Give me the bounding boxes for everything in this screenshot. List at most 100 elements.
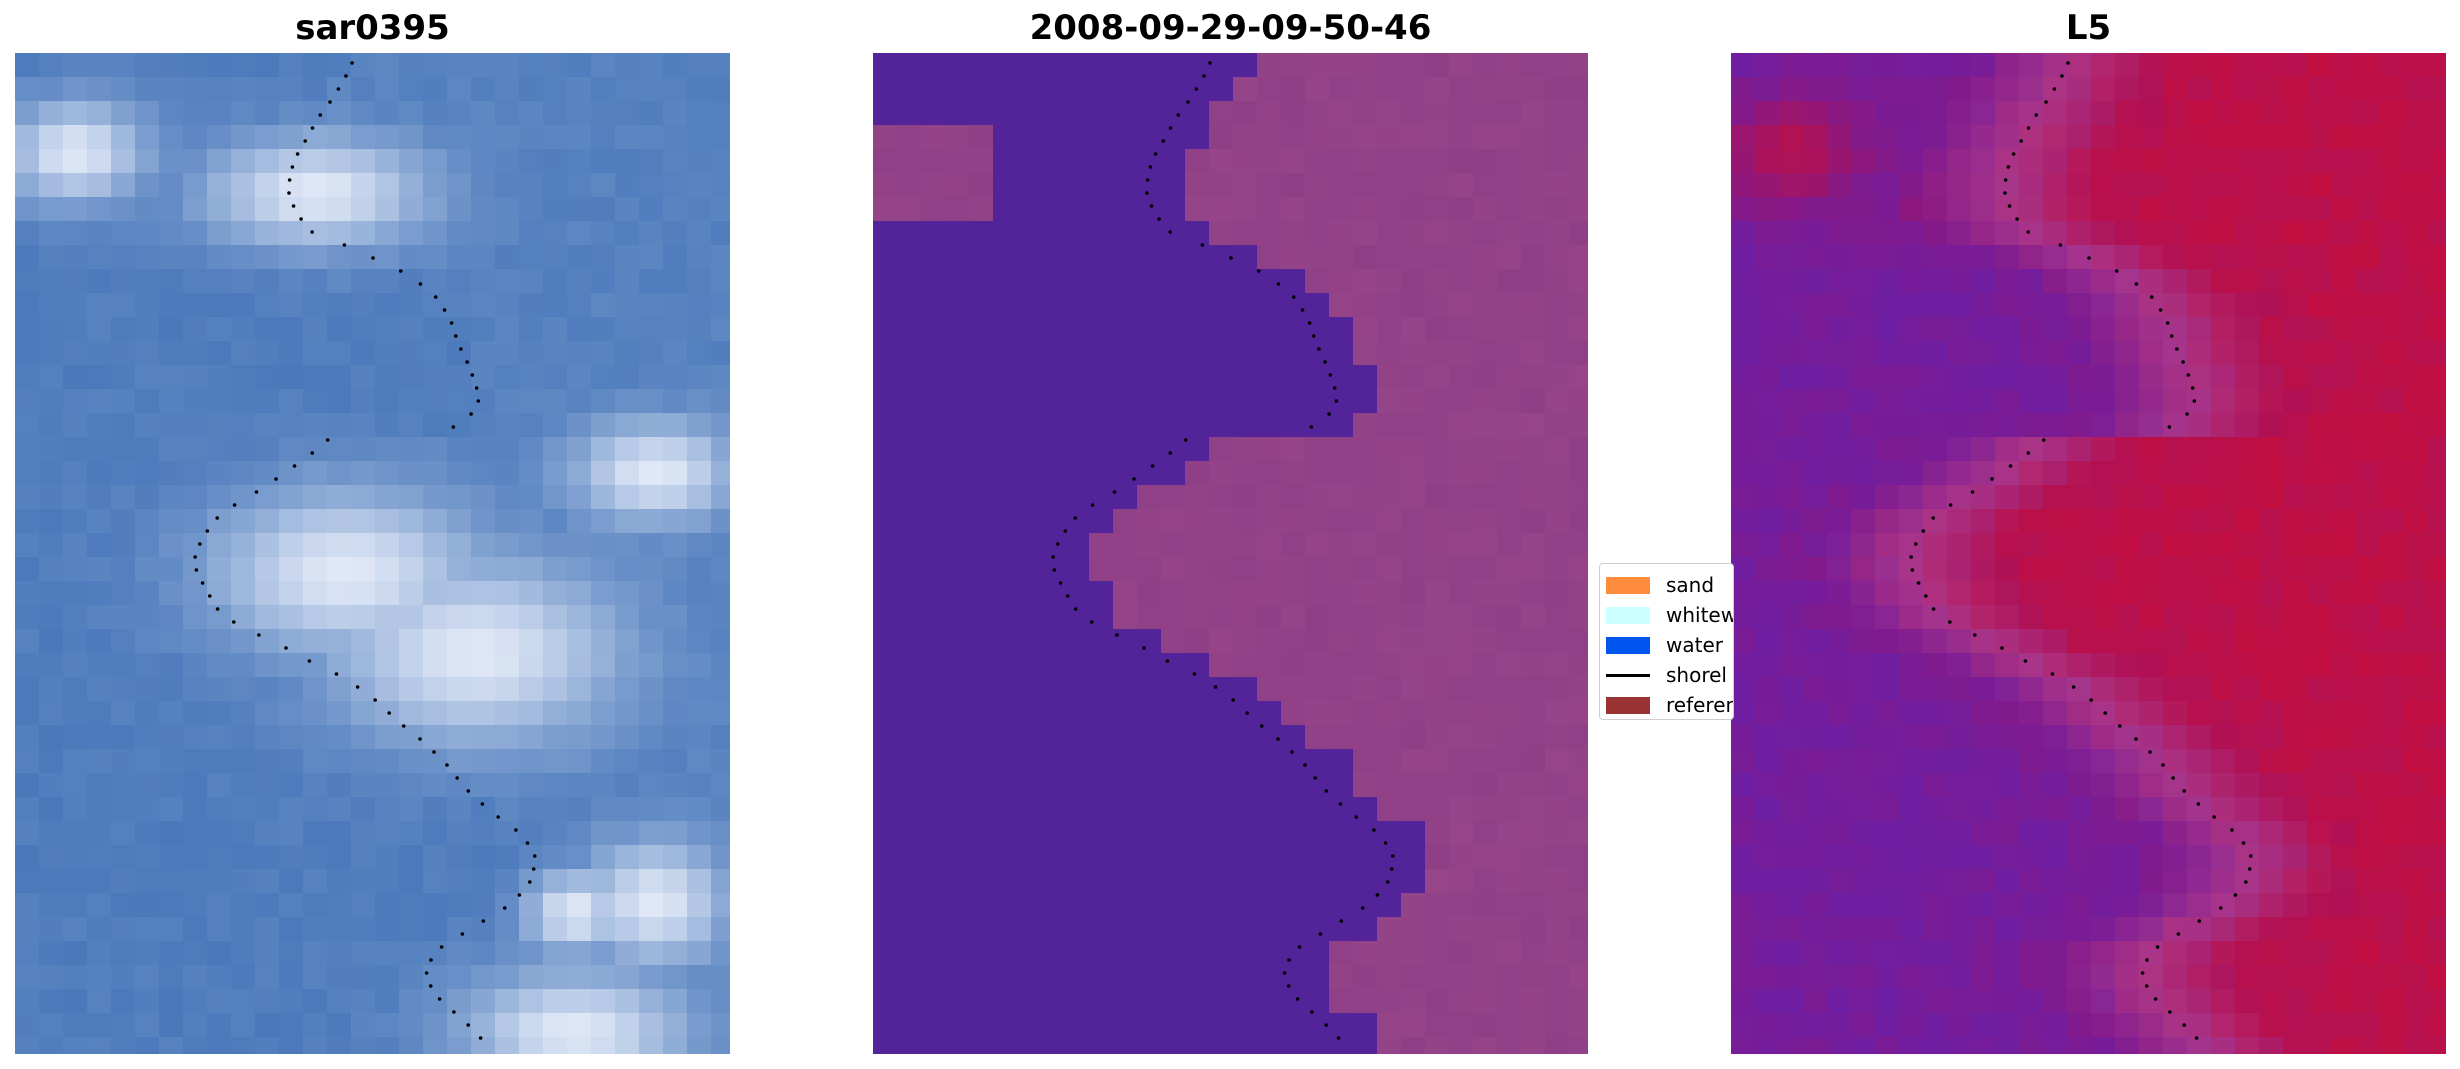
index-pixel <box>1971 1037 1996 1054</box>
class-pixel <box>1233 1037 1258 1054</box>
class-pixel <box>921 317 946 342</box>
class-pixel <box>993 461 1018 486</box>
rgb-pixel <box>375 1037 400 1054</box>
class-pixel <box>945 605 970 630</box>
class-pixel <box>1449 197 1474 222</box>
rgb-pixel <box>447 629 472 654</box>
shoreline-dot <box>2196 802 2201 806</box>
rgb-pixel <box>111 581 136 606</box>
class-pixel <box>1305 725 1330 750</box>
rgb-pixel <box>63 845 88 870</box>
rgb-pixel <box>375 317 400 342</box>
class-pixel <box>1041 917 1066 942</box>
shoreline-dot <box>2011 152 2016 156</box>
class-pixel <box>1569 701 1588 726</box>
index-pixel <box>2067 485 2092 510</box>
rgb-pixel <box>207 317 232 342</box>
index-pixel <box>2427 77 2446 102</box>
index-pixel <box>2307 557 2332 582</box>
class-pixel <box>897 221 922 246</box>
index-pixel <box>2043 1013 2068 1038</box>
class-pixel <box>1305 965 1330 990</box>
index-pixel <box>2355 173 2380 198</box>
index-pixel <box>2355 269 2380 294</box>
index-pixel <box>2235 509 2260 534</box>
class-pixel <box>1353 437 1378 462</box>
index-pixel <box>1827 245 1852 270</box>
rgb-pixel <box>327 413 352 438</box>
class-pixel <box>1281 821 1306 846</box>
rgb-pixel <box>15 101 40 126</box>
class-pixel <box>1569 389 1588 414</box>
index-pixel <box>2091 1013 2116 1038</box>
class-pixel <box>1305 557 1330 582</box>
rgb-pixel <box>711 797 730 822</box>
rgb-pixel <box>423 557 448 582</box>
rgb-pixel <box>639 245 664 270</box>
index-pixel <box>1731 893 1756 918</box>
index-pixel <box>2427 149 2446 174</box>
class-pixel <box>1377 989 1402 1014</box>
class-pixel <box>1305 101 1330 126</box>
shoreline-dot <box>428 984 433 988</box>
class-pixel <box>921 941 946 966</box>
rgb-pixel <box>327 53 352 78</box>
rgb-pixel <box>423 941 448 966</box>
index-pixel <box>1731 269 1756 294</box>
class-pixel <box>1401 101 1426 126</box>
class-pixel <box>1209 557 1234 582</box>
shoreline-dot <box>1213 685 1218 689</box>
index-pixel <box>2379 485 2404 510</box>
index-pixel <box>2139 413 2164 438</box>
shoreline-dot <box>1973 633 1977 637</box>
class-pixel <box>921 821 946 846</box>
index-pixel <box>2211 293 2236 318</box>
rgb-pixel <box>207 125 232 150</box>
rgb-pixel <box>39 149 64 174</box>
class-pixel <box>1473 485 1498 510</box>
rgb-pixel <box>231 797 256 822</box>
shoreline-dot <box>198 542 202 546</box>
index-pixel <box>2115 101 2140 126</box>
index-pixel <box>2283 749 2308 774</box>
index-pixel <box>1803 677 1828 702</box>
class-pixel <box>945 677 970 702</box>
class-pixel <box>1137 1013 1162 1038</box>
index-pixel <box>1731 293 1756 318</box>
rgb-pixel <box>375 437 400 462</box>
shoreline-dot <box>1921 529 1926 533</box>
rgb-pixel <box>111 605 136 630</box>
class-pixel <box>1401 1037 1426 1054</box>
class-pixel <box>1521 581 1546 606</box>
class-pixel <box>1401 413 1426 438</box>
index-pixel <box>2019 77 2044 102</box>
index-pixel <box>1995 317 2020 342</box>
class-pixel <box>993 989 1018 1014</box>
index-pixel <box>2403 701 2428 726</box>
rgb-pixel <box>255 605 280 630</box>
rgb-pixel <box>183 437 208 462</box>
class-pixel <box>1329 245 1354 270</box>
class-pixel <box>1497 605 1522 630</box>
class-pixel <box>1017 365 1042 390</box>
class-pixel <box>1473 77 1498 102</box>
class-pixel <box>1497 125 1522 150</box>
shoreline-dot <box>1052 568 1057 572</box>
rgb-pixel <box>111 149 136 174</box>
shoreline-dot <box>1360 906 1365 910</box>
index-pixel <box>1779 293 1804 318</box>
rgb-pixel <box>399 509 424 534</box>
index-pixel <box>1971 125 1996 150</box>
rgb-pixel <box>327 245 352 270</box>
rgb-pixel <box>711 221 730 246</box>
rgb-pixel <box>663 893 688 918</box>
index-pixel <box>1803 629 1828 654</box>
shoreline-dot <box>1924 594 1928 598</box>
rgb-pixel <box>135 917 160 942</box>
rgb-pixel <box>207 629 232 654</box>
index-pixel <box>2259 341 2284 366</box>
rgb-pixel <box>567 77 592 102</box>
rgb-pixel <box>615 197 640 222</box>
rgb-pixel <box>255 533 280 558</box>
index-pixel <box>2163 437 2188 462</box>
